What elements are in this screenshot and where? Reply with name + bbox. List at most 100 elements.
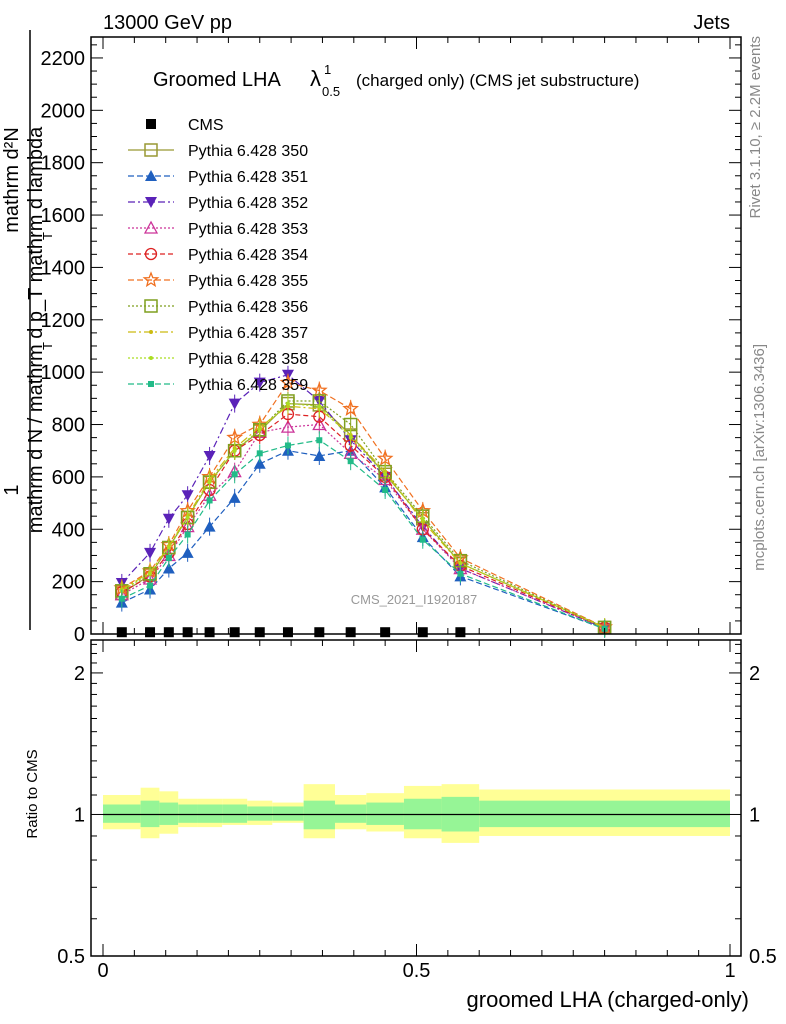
legend-marker	[144, 143, 158, 157]
legend-item: Pythia 6.428 354	[128, 247, 308, 264]
data-point	[419, 536, 426, 543]
y-tick-label: 1000	[41, 362, 86, 384]
legend-label: Pythia 6.428 356	[188, 299, 308, 316]
ratio-y-label: Ratio to CMS	[24, 749, 41, 838]
legend-marker	[146, 119, 156, 129]
y-tick-label: 1800	[41, 153, 86, 175]
legend-marker	[149, 356, 153, 360]
ratio-band-inner	[272, 806, 304, 821]
series-line	[121, 400, 605, 629]
x-tick-label: 1	[724, 960, 735, 982]
data-point	[376, 449, 394, 466]
legend-item: Pythia 6.428 352	[128, 195, 308, 212]
cms-data-point	[204, 627, 215, 638]
series-line	[121, 405, 605, 629]
series-line	[121, 374, 605, 629]
data-point	[206, 497, 213, 504]
data-point	[162, 562, 175, 574]
legend-label: Pythia 6.428 355	[188, 273, 308, 290]
data-point	[228, 398, 241, 410]
y-tick-label: 400	[52, 519, 85, 541]
ratio-band-inner	[366, 802, 404, 825]
legend-label: Pythia 6.428 357	[188, 325, 308, 342]
data-point	[347, 458, 354, 465]
series-line	[121, 450, 605, 630]
data-point	[256, 450, 263, 457]
data-point	[165, 555, 172, 562]
data-point	[253, 377, 266, 389]
legend-label: Pythia 6.428 358	[188, 351, 308, 368]
y-tick-label: 1200	[41, 310, 86, 332]
cms-data-point	[116, 627, 127, 638]
data-point	[166, 545, 171, 550]
data-point	[383, 472, 388, 477]
ylabel-subscript-t1: T	[40, 342, 55, 350]
data-point	[284, 442, 291, 449]
title-suffix: (charged only) (CMS jet substructure)	[356, 71, 639, 90]
data-point	[420, 516, 425, 521]
y-tick-label: 1400	[41, 257, 86, 279]
ratio-band-inner	[178, 804, 198, 823]
cms-data-point	[314, 627, 325, 638]
legend-label: Pythia 6.428 353	[188, 221, 308, 238]
data-point	[342, 399, 360, 416]
series-line	[121, 381, 605, 628]
legend-marker	[149, 330, 153, 334]
data-point	[148, 571, 153, 576]
ratio-band-inner	[103, 804, 141, 823]
legend-marker	[148, 381, 154, 387]
data-point	[316, 437, 323, 444]
ylabel-frac-bottom: mathrm d N / mathrm d p_T mathrm d lambd…	[25, 126, 47, 533]
data-point	[181, 490, 194, 502]
data-point	[253, 457, 266, 469]
legend-item: Pythia 6.428 351	[128, 169, 308, 186]
data-point	[147, 582, 154, 589]
cms-data-point	[282, 627, 293, 638]
data-point	[184, 531, 191, 538]
legend-marker	[143, 220, 159, 234]
data-point	[232, 448, 237, 453]
ratio-tick-label-right: 0.5	[749, 946, 777, 968]
series-line	[121, 402, 605, 629]
ratio-band-inner	[159, 802, 179, 825]
legend-item: Pythia 6.428 358	[128, 351, 308, 368]
data-point	[144, 547, 157, 559]
legend-label: Pythia 6.428 351	[188, 169, 308, 186]
legend: CMS Pythia 6.428 350 Pythia 6.428 351 Pythi…	[128, 117, 308, 394]
cms-data-point	[182, 627, 193, 638]
ratio-tick-label: 0.5	[57, 946, 85, 968]
data-point	[228, 491, 241, 503]
ratio-tick-label: 1	[74, 804, 85, 826]
data-point	[382, 486, 389, 493]
header-left: 13000 GeV pp	[103, 12, 232, 34]
y-tick-label: 600	[52, 467, 85, 489]
legend-marker	[145, 197, 157, 208]
data-point	[118, 595, 125, 602]
ratio-tick-label: 2	[74, 663, 85, 685]
y-tick-label: 2000	[41, 100, 86, 122]
ylabel-subscript-t2: T	[40, 232, 55, 240]
legend-label: Pythia 6.428 354	[188, 247, 308, 264]
legend-label: Pythia 6.428 359	[188, 377, 308, 394]
legend-item: Pythia 6.428 350	[128, 143, 308, 160]
data-point	[313, 449, 326, 461]
data-point	[207, 480, 212, 485]
ratio-band-inner	[222, 804, 248, 823]
data-point	[203, 450, 216, 462]
series-pythia-6-428-359	[118, 431, 608, 638]
data-point	[348, 435, 353, 440]
ratio-band-inner	[197, 804, 223, 823]
data-point	[231, 471, 238, 478]
data-point	[181, 546, 194, 558]
legend-label: CMS	[188, 117, 224, 134]
legend-label: Pythia 6.428 350	[188, 143, 308, 160]
legend-item: Pythia 6.428 359	[128, 377, 308, 394]
ratio-band-inner	[247, 806, 273, 821]
y-tick-label: 200	[52, 572, 85, 594]
legend-marker	[144, 299, 158, 313]
y-axis-label: 1 mathrm d²N mathrm d N / mathrm d p_T m…	[1, 30, 55, 630]
mcplots-credit: mcplots.cern.ch [arXiv:1306.3436]	[751, 344, 768, 571]
analysis-label: CMS_2021_I1920187	[351, 592, 478, 607]
x-axis-label: groomed LHA (charged-only)	[467, 987, 749, 1012]
